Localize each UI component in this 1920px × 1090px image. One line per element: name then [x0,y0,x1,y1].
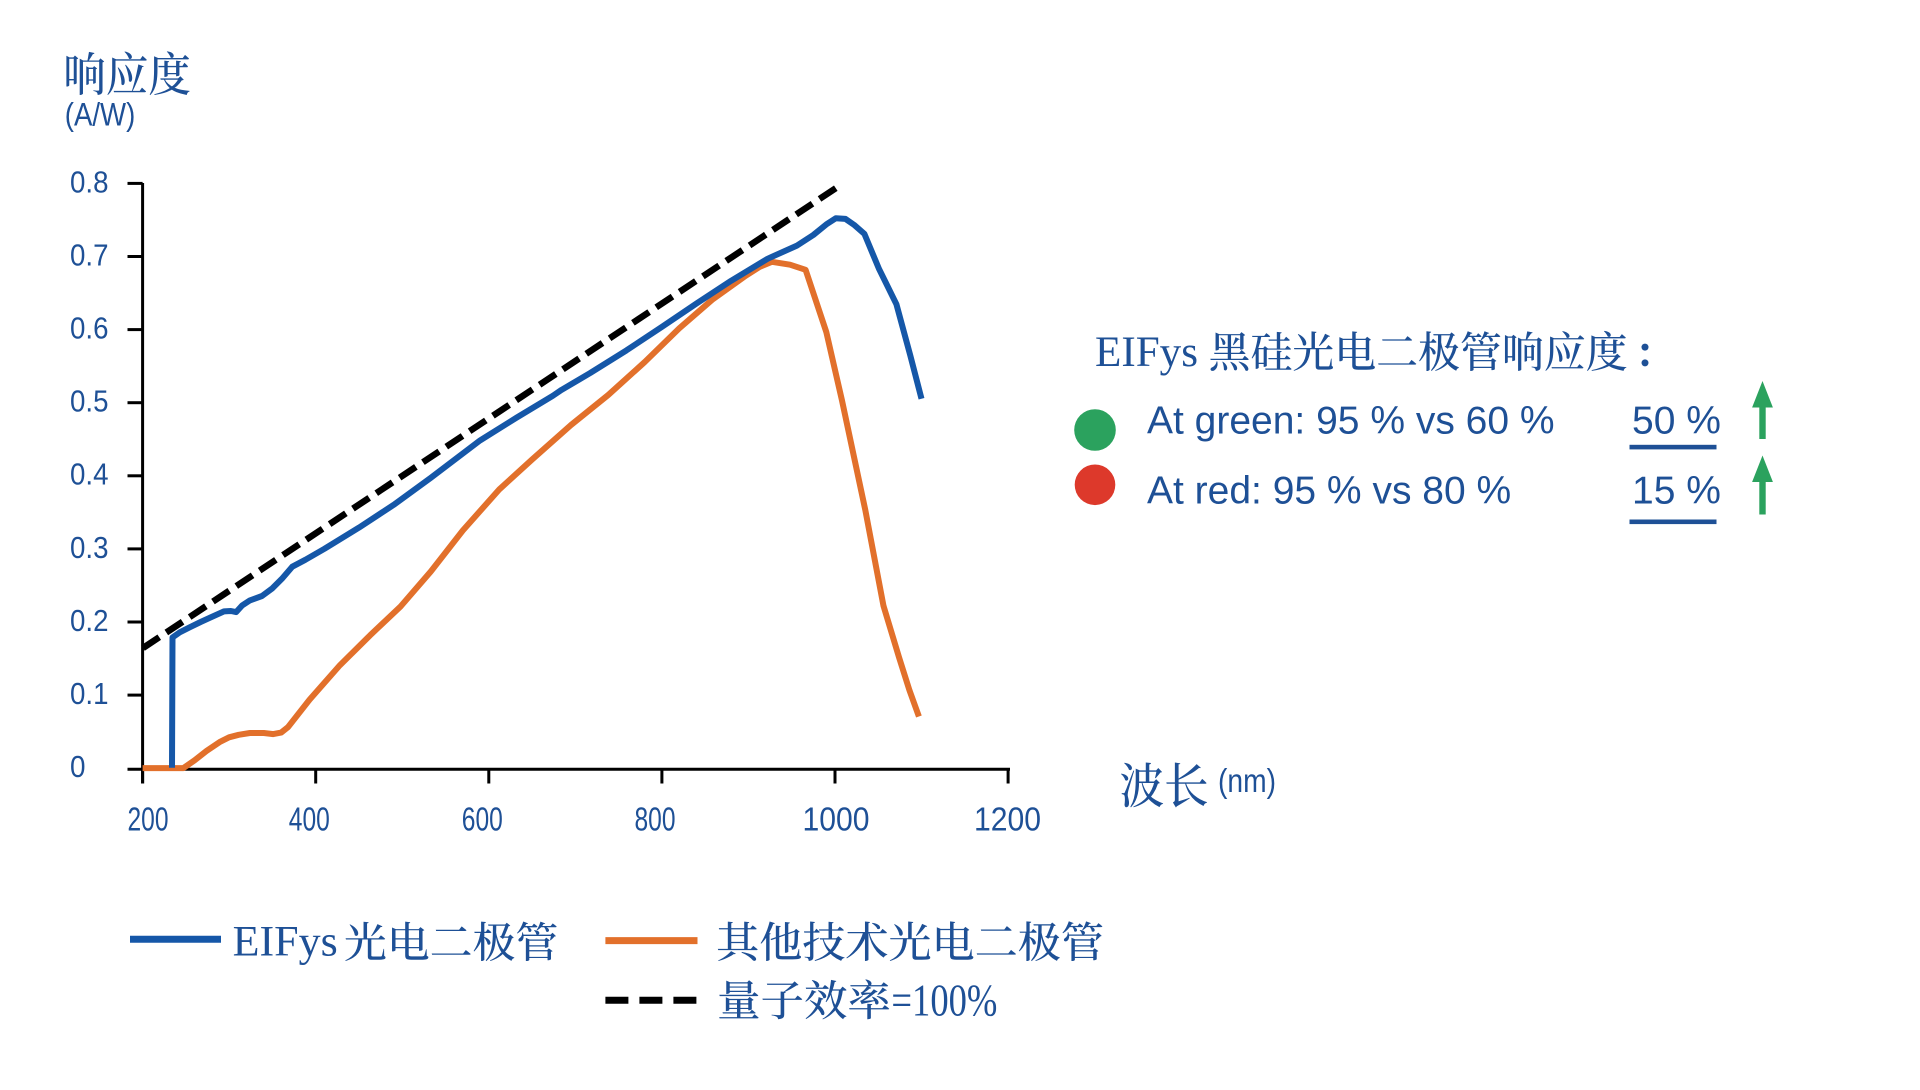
svg-text:0.4: 0.4 [70,457,109,492]
svg-text:0.1: 0.1 [70,676,109,711]
svg-text:50 %: 50 % [1632,400,1721,443]
svg-text:800: 800 [635,801,676,838]
svg-text:(A/W): (A/W) [65,97,136,133]
svg-text:400: 400 [289,801,330,838]
svg-text:EIFys: EIFys [1095,329,1198,376]
svg-text:600: 600 [462,801,503,838]
svg-text:=100%: =100% [891,975,997,1026]
svg-text:1200: 1200 [974,801,1041,838]
svg-text:0.3: 0.3 [70,530,109,565]
svg-text:0.7: 0.7 [70,238,109,273]
svg-text:EIFys: EIFys [233,919,338,966]
svg-text:(nm): (nm) [1218,762,1276,799]
svg-text:15 %: 15 % [1632,470,1721,513]
svg-text:At green: 95 % vs 60 %: At green: 95 % vs 60 % [1147,400,1555,443]
svg-text:0.5: 0.5 [70,384,109,419]
svg-text:1000: 1000 [803,801,870,838]
svg-text:0.6: 0.6 [70,311,109,346]
svg-text:0.2: 0.2 [70,603,109,638]
svg-text:At red: 95 % vs 80 %: At red: 95 % vs 80 % [1147,470,1511,513]
svg-text:0: 0 [70,749,86,784]
svg-text:0.8: 0.8 [70,165,109,200]
svg-text:200: 200 [128,801,169,838]
